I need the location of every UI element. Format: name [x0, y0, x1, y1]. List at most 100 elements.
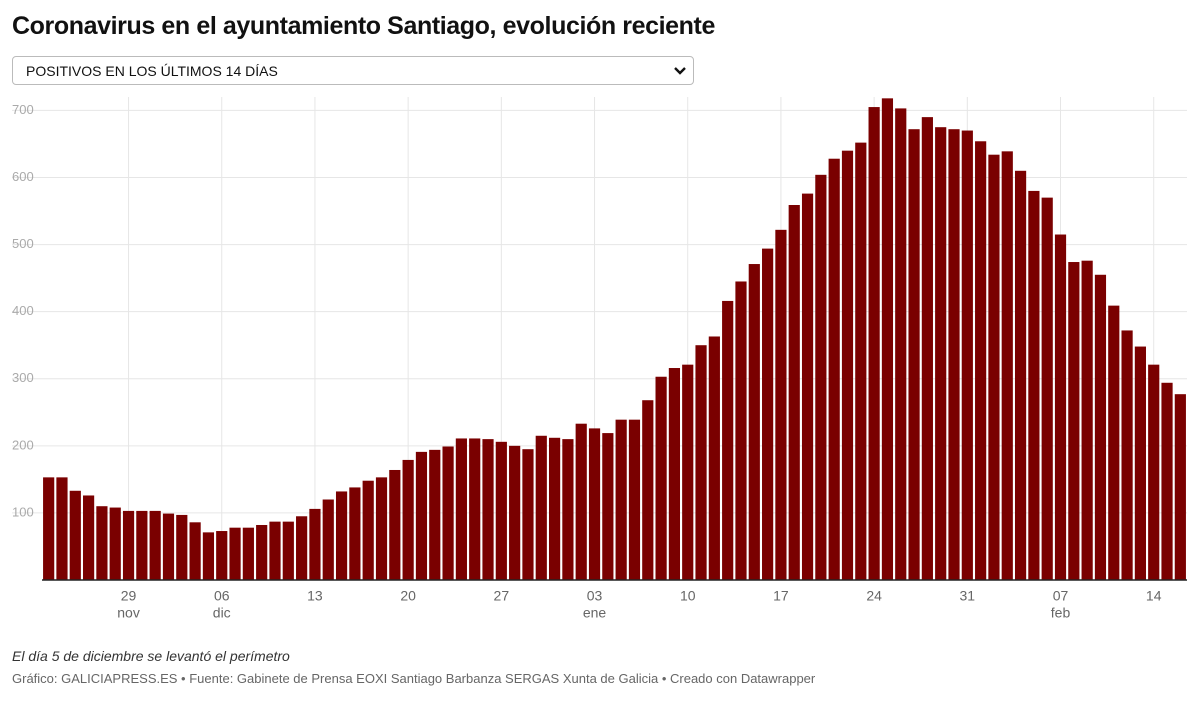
x-tick-label: 13: [307, 588, 323, 604]
x-tick-label: 17: [773, 588, 789, 604]
bar: [375, 477, 388, 580]
bar: [1054, 234, 1067, 581]
bar: [682, 364, 694, 580]
bar: [615, 419, 627, 580]
bar: [1134, 346, 1146, 580]
x-tick-label: 07: [1053, 588, 1069, 604]
bar: [828, 158, 840, 580]
y-tick-label: 300: [12, 370, 34, 385]
bar: [335, 491, 348, 580]
bar: [429, 449, 441, 580]
bar: [602, 433, 614, 580]
chart-note: El día 5 de diciembre se levantó el perí…: [12, 648, 290, 664]
bar: [482, 439, 494, 580]
bar: [282, 521, 294, 580]
bar: [189, 522, 201, 580]
bar: [1081, 260, 1093, 580]
bar: [562, 439, 574, 580]
x-tick-label: 31: [960, 588, 976, 604]
x-tick-label: 03: [587, 588, 603, 604]
bar: [309, 508, 321, 580]
metric-dropdown[interactable]: POSITIVOS EN LOS ÚLTIMOS 14 DÍAS: [12, 56, 694, 85]
bar: [908, 129, 920, 580]
bar: [655, 376, 667, 580]
bar: [1108, 305, 1120, 580]
x-tick-label: 06: [214, 588, 230, 604]
bar: [1161, 382, 1173, 580]
bar: [109, 507, 121, 580]
bar: [415, 451, 428, 580]
bar: [96, 506, 108, 580]
y-tick-label: 200: [12, 437, 34, 452]
bar: [122, 510, 135, 580]
y-tick-label: 100: [12, 504, 34, 519]
bar: [921, 117, 933, 580]
bar: [535, 435, 547, 580]
bar: [389, 469, 401, 580]
bar: [56, 477, 68, 580]
bar: [695, 345, 707, 580]
bar: [1174, 394, 1186, 580]
bar: [162, 513, 175, 580]
bar: [242, 527, 254, 580]
y-tick-label: 600: [12, 169, 34, 184]
bar: [509, 445, 521, 580]
bar: [815, 174, 827, 581]
bar: [895, 108, 907, 580]
bar: [575, 423, 587, 580]
bar: [1001, 151, 1013, 580]
bar: [975, 141, 987, 580]
bar: [961, 130, 973, 580]
bar: [1028, 190, 1040, 580]
bar: [495, 441, 507, 580]
bar: [935, 127, 947, 580]
bar: [202, 532, 215, 580]
bar: [1094, 274, 1107, 580]
bar: [256, 524, 268, 580]
bar: [735, 281, 747, 580]
bar: [881, 98, 894, 580]
y-tick-label: 500: [12, 236, 34, 251]
bar: [988, 154, 1000, 581]
x-tick-label: 29: [121, 588, 137, 604]
bar: [469, 438, 481, 580]
bar: [83, 495, 95, 580]
bar: [642, 400, 654, 580]
chart-source: Gráfico: GALICIAPRESS.ES • Fuente: Gabin…: [12, 671, 816, 686]
bar: [149, 510, 161, 580]
bar: [176, 514, 188, 580]
bar: [868, 107, 880, 580]
x-month-label: nov: [117, 605, 140, 621]
bar: [402, 459, 414, 580]
bar: [841, 150, 854, 580]
x-tick-label: 14: [1146, 588, 1162, 604]
x-tick-label: 24: [866, 588, 882, 604]
bar: [708, 336, 720, 580]
y-tick-label: 700: [12, 102, 34, 117]
x-month-label: feb: [1051, 605, 1071, 621]
dropdown-chevron: [674, 67, 686, 75]
x-tick-label: 10: [680, 588, 696, 604]
bar: [362, 480, 374, 580]
bar: [668, 368, 681, 580]
bar: [322, 499, 334, 580]
bar: [855, 142, 867, 580]
bar: [722, 300, 734, 580]
bar: [1014, 170, 1027, 580]
bar: [762, 248, 774, 580]
bar: [588, 428, 601, 580]
bar: [229, 527, 241, 580]
bar: [775, 229, 787, 580]
bar: [1121, 330, 1133, 580]
bar: [748, 264, 760, 580]
y-tick-label: 400: [12, 303, 34, 318]
bar: [628, 419, 641, 580]
x-month-label: ene: [583, 605, 607, 621]
bar: [1041, 197, 1053, 580]
bar: [269, 521, 281, 580]
dropdown-selected: POSITIVOS EN LOS ÚLTIMOS 14 DÍAS: [26, 63, 278, 79]
bar: [136, 510, 148, 580]
bar: [442, 446, 454, 580]
